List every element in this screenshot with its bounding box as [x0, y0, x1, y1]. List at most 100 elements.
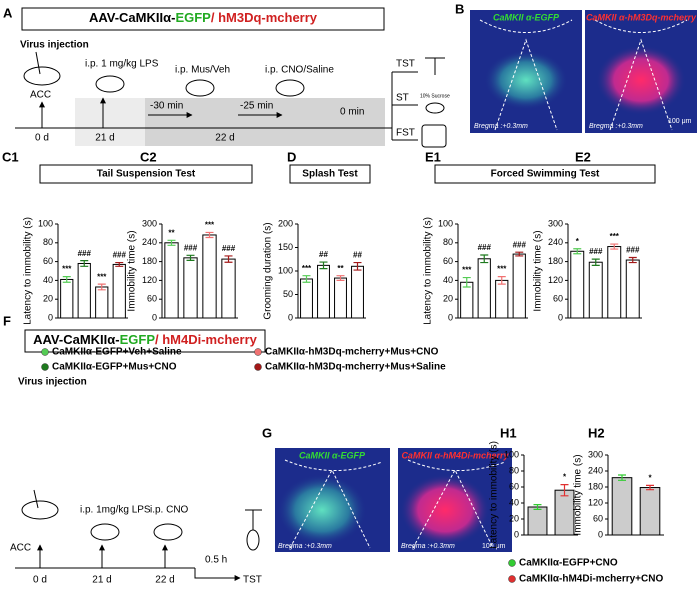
scale-bar: 100 μm: [668, 118, 692, 125]
y-tick-label: 120: [548, 275, 563, 285]
outline: [594, 19, 688, 131]
mouse-icon: [90, 523, 120, 541]
significance: ***: [205, 221, 215, 230]
time-label: -30 min: [150, 101, 183, 112]
test-box: [289, 164, 371, 184]
significance: ###: [478, 243, 492, 252]
y-tick-label: 100: [278, 265, 293, 275]
outline: [479, 19, 573, 131]
test-title: Tail Suspension Test: [97, 169, 196, 180]
mouse-icon: [153, 523, 183, 541]
y-tick-label: 0: [558, 312, 563, 322]
y-tick-label: 20: [509, 513, 519, 523]
error-bar: [167, 239, 176, 246]
virus-label: Virus injection: [20, 40, 89, 51]
legend-marker: [41, 363, 49, 371]
bar: [334, 277, 347, 319]
cylinder-icon: [421, 124, 447, 148]
mouse-icon: [185, 79, 215, 97]
day-label: 0 d: [33, 575, 47, 586]
bar: [607, 246, 622, 319]
arrow: [194, 568, 241, 581]
error-bar: [497, 276, 506, 285]
test-title: Forced Swimming Test: [491, 169, 600, 180]
y-tick-label: 40: [43, 275, 53, 285]
test-box: [39, 164, 253, 184]
construct-box: [21, 7, 385, 31]
image-title: CaMKII α-EGFP: [299, 450, 366, 460]
significance: ###: [222, 244, 236, 253]
error-bar: [618, 474, 626, 481]
y-tick-label: 80: [509, 465, 519, 475]
error-bar: [97, 283, 106, 291]
bar: [300, 278, 313, 319]
syringe: [35, 51, 41, 75]
error-bar: [62, 276, 71, 283]
y-tick-label: 100: [38, 218, 53, 228]
panel-label: F: [3, 313, 11, 328]
y-tick-label: 20: [43, 294, 53, 304]
error-bar: [224, 255, 233, 263]
y-axis-label: Grooming duration (s): [263, 222, 274, 319]
sucrose-label: 10% Sucrose: [420, 93, 450, 99]
panel-label: H2: [588, 425, 605, 440]
significance: ***: [610, 232, 620, 241]
error-bar: [515, 251, 524, 257]
y-tick-label: 80: [43, 237, 53, 247]
bar: [202, 234, 217, 319]
bar: [512, 253, 526, 319]
significance: ##: [319, 250, 328, 259]
bar: [554, 489, 575, 536]
test-label: ST: [396, 93, 409, 104]
error-bar: [573, 248, 582, 255]
bar: [477, 258, 491, 319]
error-bar: [533, 504, 542, 510]
legend-marker: [254, 348, 262, 356]
bar: [351, 265, 364, 319]
y-tick-label: 240: [588, 465, 603, 475]
y-tick-label: 200: [278, 218, 293, 228]
y-tick-label: 180: [588, 481, 603, 491]
panel-label: H1: [500, 425, 517, 440]
outline: [284, 459, 383, 549]
image-title: CaMKII α-hM4Di-mcherry: [401, 450, 509, 460]
shade: [75, 98, 145, 146]
error-bar: [591, 258, 600, 266]
y-axis-label: Immobility time (s): [533, 230, 544, 311]
bar: [95, 286, 109, 319]
construct: AAV-CaMKIIα-EGFP/ hM4Di-mcherry: [33, 332, 258, 347]
significance: ***: [462, 266, 472, 275]
bar: [625, 259, 640, 319]
micrograph-signal: [596, 45, 686, 115]
significance: ***: [62, 265, 72, 274]
panel-label: E1: [425, 149, 441, 164]
time-label: 0.5 h: [205, 555, 227, 566]
significance: *: [563, 473, 567, 482]
y-tick-label: 150: [278, 242, 293, 252]
y-tick-label: 0: [48, 312, 53, 322]
scale-bar: 100 μm: [482, 543, 506, 550]
micrograph-signal: [484, 50, 568, 110]
panel-label: C1: [2, 149, 19, 164]
significance: ###: [513, 240, 527, 249]
significance: *: [648, 474, 652, 483]
y-tick-label: 50: [283, 289, 293, 299]
error-bar: [646, 484, 654, 491]
shade: [145, 98, 385, 146]
y-tick-label: 300: [142, 218, 157, 228]
error-bar: [462, 276, 471, 288]
panel-label: G: [262, 425, 272, 440]
y-tick-label: 60: [147, 294, 157, 304]
mouse-icon: [95, 75, 125, 93]
y-tick-label: 20: [443, 294, 453, 304]
legend-label: CaMKIIα-EGFP+CNO: [519, 558, 618, 569]
bar: [112, 263, 126, 319]
step-label: i.p. CNO/Saline: [265, 65, 334, 76]
micrograph-signal: [277, 474, 367, 546]
legend-label: CaMKIIα-EGFP+Veh+Saline: [52, 347, 182, 358]
y-tick-label: 60: [593, 513, 603, 523]
legend-marker: [508, 575, 516, 583]
day-label: 0 d: [35, 133, 49, 144]
day-label: 22 d: [155, 575, 174, 586]
